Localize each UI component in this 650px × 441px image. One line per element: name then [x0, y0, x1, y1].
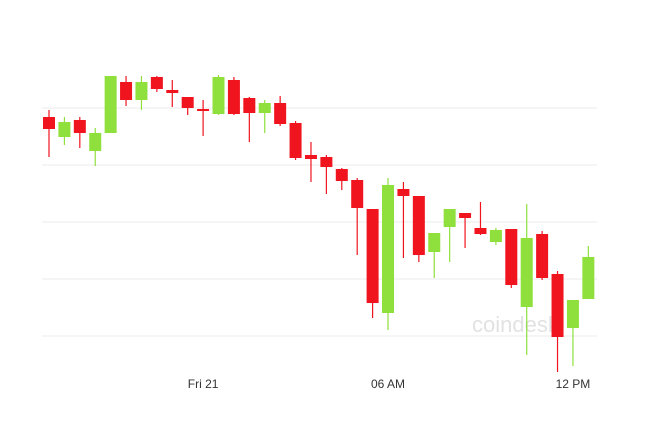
candle-body [459, 213, 472, 218]
candle-body [227, 80, 240, 114]
candle-body [582, 257, 595, 299]
candle-body [412, 196, 425, 255]
candle-body [181, 97, 194, 108]
candle-body [120, 82, 133, 100]
candle-body [304, 155, 317, 159]
candle-body [89, 133, 102, 151]
candle-body [243, 98, 256, 113]
candle-body [474, 228, 487, 234]
candle-body [320, 157, 333, 167]
candle-body [382, 185, 395, 313]
x-tick-label: Fri 21 [188, 377, 219, 391]
candle-body [489, 230, 502, 242]
candle-body [166, 90, 179, 93]
candle-body [520, 238, 533, 307]
candle-body [397, 189, 410, 196]
candle-body [351, 180, 364, 208]
candle-body [505, 229, 518, 285]
candle-body [428, 233, 441, 252]
candle-body [274, 103, 287, 124]
candle-body [212, 77, 225, 114]
candle-body [135, 82, 148, 100]
candle-body [566, 300, 579, 328]
candle-body [551, 274, 564, 337]
candle-body [366, 209, 379, 303]
candle-body [150, 77, 163, 89]
candle-body [536, 234, 549, 278]
watermark: coindesk [472, 312, 560, 337]
candle-body [73, 120, 86, 133]
candle-body [43, 117, 55, 129]
x-tick-label: 12 PM [556, 377, 591, 391]
candle-body [443, 209, 456, 227]
candle-body [58, 122, 71, 137]
candle-body [258, 103, 271, 113]
candle-body [197, 109, 210, 111]
x-tick-label: 06 AM [371, 377, 405, 391]
candle-body [104, 76, 117, 133]
candle-body [289, 123, 302, 158]
candle-body [335, 169, 348, 181]
